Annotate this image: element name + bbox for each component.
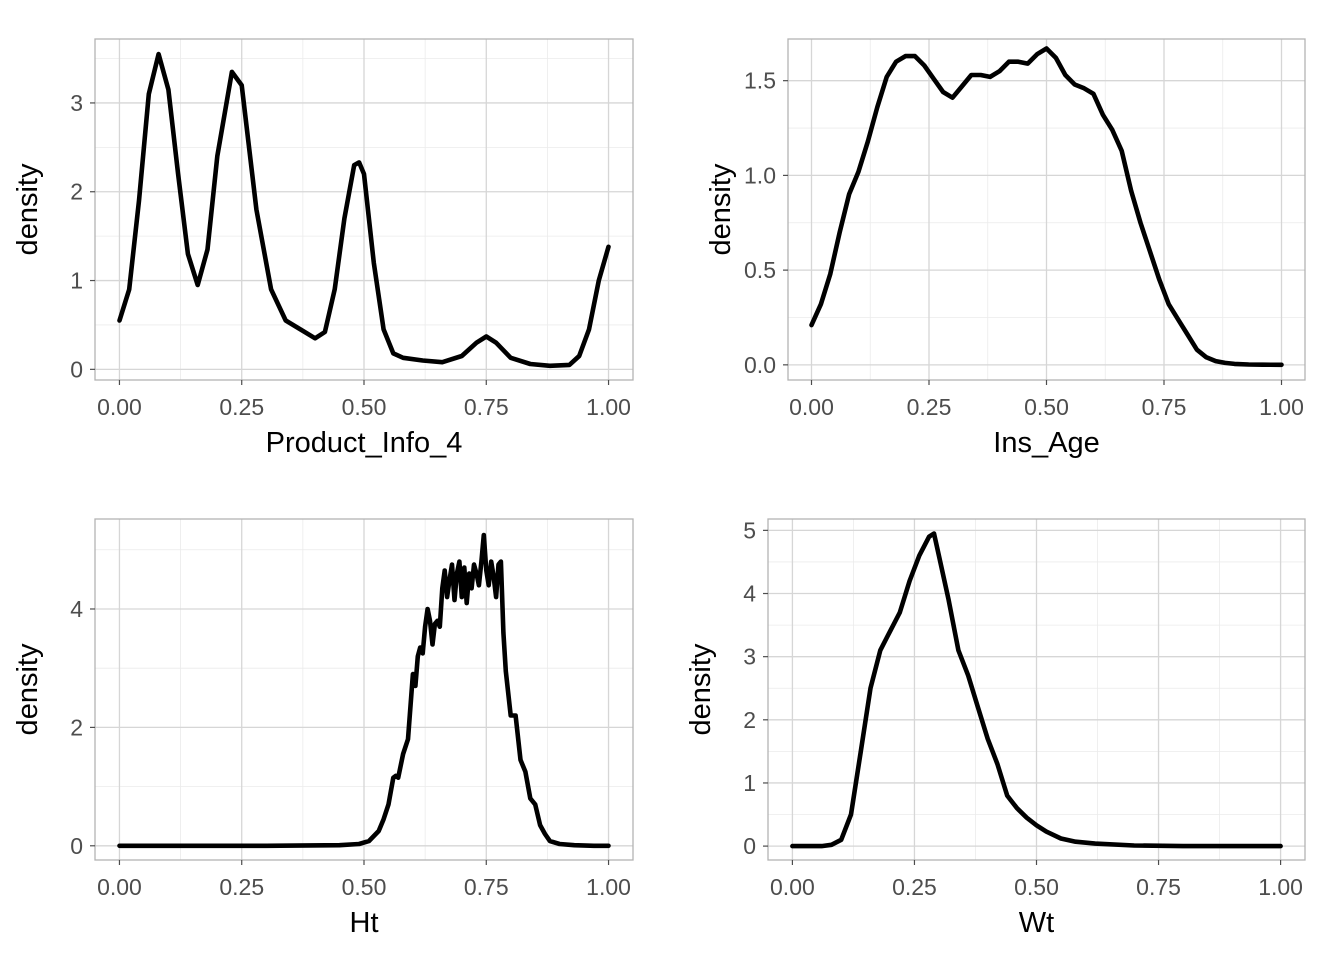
y-axis-title: density [685, 643, 717, 735]
x-tick-label: 0.25 [892, 874, 937, 900]
x-axis-title: Ins_Age [993, 427, 1099, 459]
y-tick-label: 5 [743, 517, 756, 543]
y-tick-label: 0.5 [744, 257, 776, 283]
density-line [117, 51, 611, 369]
x-axis-title: Product_Info_4 [266, 427, 463, 459]
panel-4: 0.00 0.25 0.50 0.75 1.00 0 1 2 3 4 5 Wt density [685, 517, 1306, 939]
y-tick-label: 0 [70, 833, 83, 859]
x-tick-label: 0.00 [97, 394, 142, 420]
y-tick-label: 1.0 [744, 162, 776, 188]
panel-3: 0.00 0.25 0.50 0.75 1.00 0 2 4 Ht density [12, 518, 634, 939]
x-tick-label: 0.75 [1136, 874, 1181, 900]
x-tick-label: 0.75 [1142, 394, 1187, 420]
y-tick-label: 2 [70, 179, 83, 205]
density-line [117, 532, 611, 849]
x-tick-label: 0.25 [219, 874, 264, 900]
x-tick-label: 0.00 [770, 874, 815, 900]
x-tick-label: 0.50 [342, 874, 387, 900]
x-tick-label: 1.00 [1259, 394, 1304, 420]
density-line [790, 531, 1283, 849]
x-tick-label: 0.00 [789, 394, 834, 420]
x-tick-label: 0.50 [1014, 874, 1059, 900]
y-axis-title: density [12, 163, 44, 255]
x-tick-label: 1.00 [586, 874, 631, 900]
y-tick-label: 3 [70, 90, 83, 116]
x-tick-label: 0.25 [907, 394, 952, 420]
y-tick-label: 2 [70, 714, 83, 740]
y-tick-label: 1 [743, 770, 756, 796]
panel-2: 0.00 0.25 0.50 0.75 1.00 0.0 0.5 1.0 1.5 Ins_Age d… [705, 38, 1306, 459]
y-tick-label: 1 [70, 268, 83, 294]
x-tick-label: 0.00 [97, 874, 142, 900]
x-axis-title: Ht [350, 907, 379, 939]
y-axis-title: density [705, 163, 737, 255]
x-tick-label: 0.50 [342, 394, 387, 420]
y-axis-title: density [12, 643, 44, 735]
y-tick-label: 3 [743, 644, 756, 670]
y-tick-label: 0.0 [744, 352, 776, 378]
x-tick-label: 0.75 [464, 874, 509, 900]
panel-1: 0.00 0.25 0.50 0.75 1.00 0 1 2 3 Product_Info_4 de… [12, 38, 634, 459]
y-tick-label: 1.5 [744, 68, 776, 94]
density-line [809, 46, 1284, 368]
y-tick-label: 4 [743, 581, 756, 607]
y-tick-label: 0 [743, 833, 756, 859]
x-tick-label: 0.25 [219, 394, 264, 420]
x-tick-label: 1.00 [586, 394, 631, 420]
x-tick-label: 0.75 [464, 394, 509, 420]
y-tick-label: 2 [743, 707, 756, 733]
x-tick-label: 1.00 [1258, 874, 1303, 900]
y-tick-label: 4 [70, 596, 83, 622]
y-tick-label: 0 [70, 356, 83, 382]
x-axis-title: Wt [1019, 907, 1054, 939]
x-tick-label: 0.50 [1024, 394, 1069, 420]
